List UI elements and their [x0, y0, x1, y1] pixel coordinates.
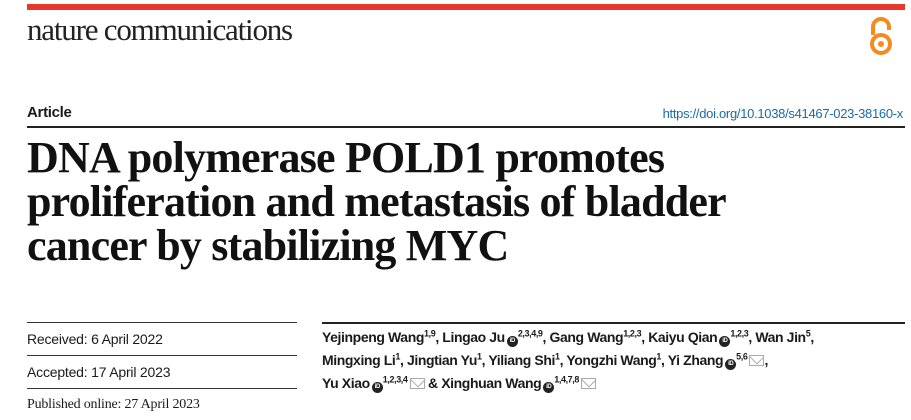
separator: , [435, 329, 443, 345]
doi-link[interactable]: https://doi.org/10.1038/s41467-023-38160… [662, 106, 904, 121]
title-line: cancer by stabilizing MYC [27, 221, 509, 270]
orcid-icon[interactable]: iD [506, 336, 518, 347]
affiliation-sup: 1,2,3 [730, 328, 749, 339]
affiliation-sup: 1,2,3,4 [382, 374, 408, 385]
orcid-icon[interactable]: iD [719, 336, 731, 347]
separator: , [748, 329, 756, 345]
author[interactable]: Yejinpeng Wang [322, 329, 424, 345]
divider [322, 322, 905, 324]
author[interactable]: Yiliang Shi [488, 352, 555, 368]
separator: , [399, 352, 407, 368]
separator: , [559, 352, 567, 368]
affiliation-sup: 5,6 [736, 351, 748, 362]
separator: & [424, 375, 442, 391]
author[interactable]: Jingtian Yu [406, 352, 477, 368]
author[interactable]: Wan Jin [755, 329, 806, 345]
separator: , [542, 329, 550, 345]
divider [27, 388, 297, 389]
author[interactable]: Lingao Ju [442, 329, 505, 345]
affiliation-sup: 1,2,3 [623, 328, 642, 339]
affiliation-sup: 1 [477, 351, 482, 362]
email-icon[interactable] [749, 355, 765, 366]
author[interactable]: Yu Xiao [322, 375, 370, 391]
separator: , [810, 329, 814, 345]
affiliation-sup: 1 [395, 351, 400, 362]
orcid-icon[interactable]: iD [725, 359, 737, 370]
divider [27, 355, 297, 356]
divider [27, 126, 905, 128]
email-icon[interactable] [581, 378, 596, 389]
open-access-icon [870, 17, 892, 55]
title-line: DNA polymerase POLD1 promotes [27, 133, 665, 182]
separator: , [641, 329, 649, 345]
title-line: proliferation and metastasis of bladder [27, 177, 727, 226]
author[interactable]: Mingxing Li [322, 352, 396, 368]
author[interactable]: Gang Wang [549, 329, 624, 345]
affiliation-sup: 1,9 [424, 328, 436, 339]
accepted-date: Accepted: 17 April 2023 [27, 364, 171, 380]
separator: , [481, 352, 489, 368]
author[interactable]: Yongzhi Wang [566, 352, 657, 368]
author[interactable]: Xinghuan Wang [441, 375, 542, 391]
divider [27, 322, 297, 323]
affiliation-sup: 1,4,7,8 [554, 374, 579, 385]
affiliation-sup: 5 [805, 328, 811, 339]
author[interactable]: Kaiyu Qian [648, 329, 718, 345]
article-title: DNA polymerase POLD1 promotes proliferat… [27, 136, 887, 268]
orcid-icon[interactable]: iD [543, 382, 555, 393]
affiliation-sup: 1 [555, 351, 560, 362]
journal-logo[interactable]: nature communications [27, 12, 293, 47]
affiliation-sup: 2,3,4,9 [517, 328, 543, 339]
author[interactable]: Yi Zhang [667, 352, 724, 368]
published-date: Published online: 27 April 2023 [27, 397, 200, 412]
article-type: Article [27, 104, 72, 121]
affiliation-sup: 1 [656, 351, 662, 362]
separator: , [764, 352, 768, 368]
journal-red-bar [27, 4, 905, 10]
email-icon[interactable] [409, 378, 425, 389]
author-list: Yejinpeng Wang1,9, Lingao Ju iD2,3,4,9, G… [322, 326, 907, 395]
received-date: Received: 6 April 2022 [27, 331, 163, 347]
separator: , [661, 352, 668, 368]
orcid-icon[interactable]: iD [371, 382, 383, 393]
